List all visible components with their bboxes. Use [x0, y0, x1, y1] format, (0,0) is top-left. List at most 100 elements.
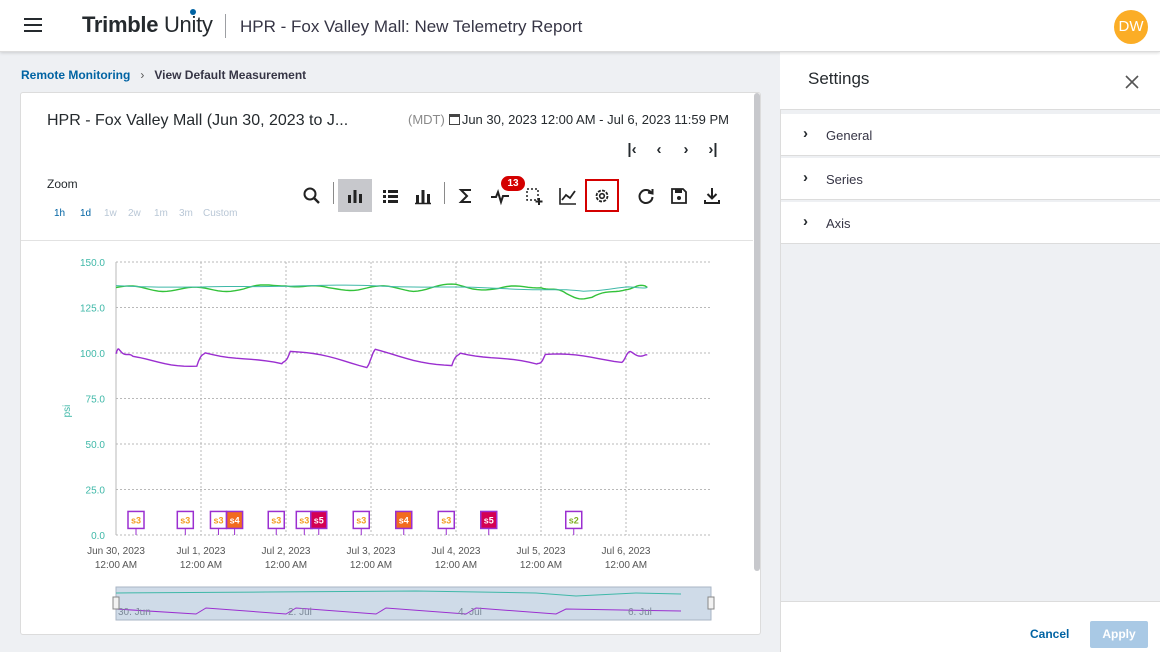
zoom-1h[interactable]: 1h — [54, 208, 66, 219]
y-axis-label: psi — [62, 405, 73, 418]
first-page-button[interactable]: |‹ — [627, 141, 637, 158]
selection-add-button[interactable] — [517, 179, 551, 212]
event-marker[interactable] — [127, 510, 145, 530]
save-icon — [671, 187, 687, 204]
stacked-bar-icon — [415, 189, 431, 204]
section-label: Axis — [826, 216, 851, 231]
navigator-handle-right[interactable] — [707, 596, 715, 610]
calendar-icon — [448, 114, 460, 125]
navigator-label: 30. Jun — [118, 607, 151, 618]
list-icon — [383, 189, 398, 203]
zoom-custom[interactable]: Custom — [203, 208, 238, 219]
x-tick-time: 12:00 AM — [95, 560, 137, 571]
section-label: General — [826, 128, 873, 143]
statistics-button[interactable] — [449, 179, 483, 212]
top-bar: Trimble Unity HPR - Fox Valley Mall: New… — [0, 0, 1160, 52]
event-label: s2 — [569, 515, 579, 525]
telemetry-chart[interactable]: 0.0 25.0 50.0 75.0 100.0 125.0 150.0 Jun 30, 2… — [21, 241, 753, 633]
event-label: s3 — [131, 515, 141, 525]
bar-chart-icon — [348, 189, 362, 203]
series-line — [115, 284, 648, 292]
settings-title: Settings — [808, 69, 870, 88]
y-tick-label: 75.0 — [86, 395, 106, 406]
zoom-1m[interactable]: 1m — [154, 208, 168, 219]
y-tick-label: 25.0 — [86, 486, 106, 497]
x-tick-time: 12:00 AM — [605, 560, 647, 571]
x-tick-time: 12:00 AM — [180, 560, 222, 571]
event-marker[interactable] — [267, 510, 285, 530]
card-scrollbar[interactable] — [754, 93, 760, 571]
toolbar-separator — [444, 182, 445, 204]
download-button[interactable] — [695, 179, 729, 212]
pulse-icon — [491, 188, 509, 205]
alerts-button[interactable] — [483, 179, 517, 212]
last-page-button[interactable]: ›| — [708, 141, 718, 158]
zoom-label: Zoom — [47, 177, 78, 191]
event-label: s5 — [484, 515, 494, 525]
zoom-1d[interactable]: 1d — [80, 208, 92, 219]
cancel-button[interactable]: Cancel — [1030, 627, 1070, 641]
event-label: s4 — [399, 515, 409, 525]
series-line — [115, 348, 648, 369]
brand-logo[interactable]: Trimble Unity — [82, 12, 213, 37]
settings-button[interactable] — [585, 179, 619, 212]
event-label: s3 — [299, 515, 309, 525]
x-tick-time: 12:00 AM — [265, 560, 307, 571]
hamburger-menu-icon[interactable] — [24, 18, 42, 32]
line-chart-button[interactable] — [551, 179, 585, 212]
close-icon[interactable] — [1122, 72, 1142, 92]
zoom-3m[interactable]: 3m — [179, 208, 193, 219]
y-tick-label: 150.0 — [80, 258, 105, 269]
event-marker[interactable] — [395, 510, 413, 530]
event-label: s5 — [314, 515, 324, 525]
event-marker[interactable] — [480, 510, 498, 530]
event-label: s4 — [230, 515, 240, 525]
chevron-right-icon: › — [803, 213, 808, 230]
chart-card — [20, 92, 761, 635]
chevron-right-icon: › — [803, 125, 808, 142]
settings-section-general[interactable]: › General — [781, 114, 1160, 156]
gear-icon — [595, 189, 609, 202]
x-tick-date: Jul 4, 2023 — [432, 546, 481, 557]
refresh-icon — [638, 188, 654, 204]
next-button[interactable]: › — [683, 141, 689, 158]
settings-section-series[interactable]: › Series — [781, 158, 1160, 200]
event-marker[interactable] — [565, 510, 583, 530]
event-marker[interactable] — [176, 510, 195, 530]
refresh-button[interactable] — [629, 179, 663, 212]
event-label: s3 — [180, 515, 190, 525]
apply-button[interactable]: Apply — [1090, 621, 1148, 648]
y-tick-label: 50.0 — [86, 440, 106, 451]
event-label: s3 — [441, 515, 451, 525]
event-label: s3 — [356, 515, 366, 525]
event-marker[interactable] — [310, 510, 328, 530]
bar-chart-button[interactable] — [338, 179, 372, 212]
zoom-2w[interactable]: 2w — [128, 208, 141, 219]
breadcrumb-link-remote-monitoring[interactable]: Remote Monitoring — [21, 68, 131, 82]
list-view-button[interactable] — [373, 179, 407, 212]
event-marker[interactable] — [352, 510, 370, 530]
x-tick-date: Jul 3, 2023 — [347, 546, 396, 557]
search-button[interactable] — [295, 179, 329, 212]
user-avatar[interactable]: DW — [1114, 10, 1148, 44]
date-range[interactable]: (MDT) Jun 30, 2023 12:00 AM - Jul 6, 2023… — [408, 112, 729, 127]
timezone-label: (MDT) — [408, 112, 445, 127]
settings-section-axis[interactable]: › Axis — [781, 202, 1160, 244]
event-marker[interactable] — [225, 510, 244, 530]
event-label: s3 — [271, 515, 281, 525]
stacked-bar-button[interactable] — [406, 179, 440, 212]
zoom-1w[interactable]: 1w — [104, 208, 117, 219]
previous-button[interactable]: ‹ — [656, 141, 662, 158]
breadcrumb-chevron-icon: › — [140, 68, 145, 82]
breadcrumb-current: View Default Measurement — [154, 68, 307, 82]
alert-count-badge: 13 — [501, 176, 525, 191]
x-tick-date: Jul 2, 2023 — [262, 546, 311, 557]
settings-header — [780, 52, 1160, 110]
x-tick-time: 12:00 AM — [435, 560, 477, 571]
event-marker[interactable] — [437, 510, 455, 530]
selection-add-icon — [526, 187, 543, 205]
navigator-handle-left[interactable] — [112, 596, 120, 610]
save-button[interactable] — [662, 179, 696, 212]
navigator-series — [115, 590, 682, 597]
card-divider — [21, 240, 753, 241]
